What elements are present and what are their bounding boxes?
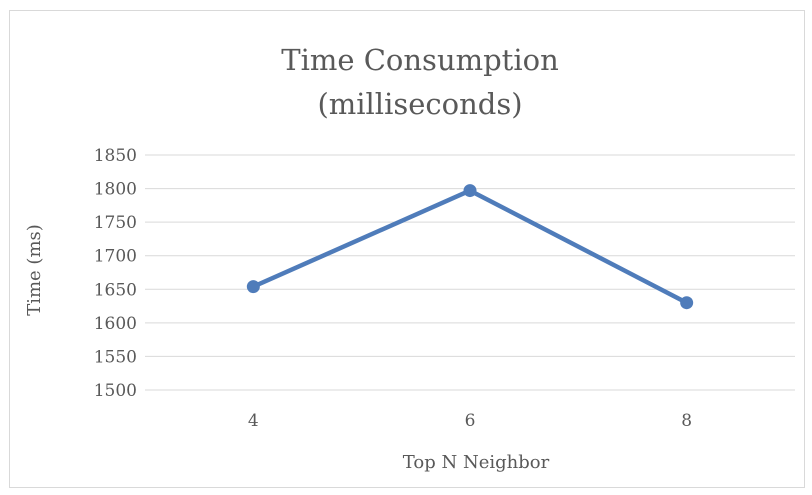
- y-axis-title: Time (ms): [24, 224, 45, 316]
- x-tick-label: 4: [248, 411, 259, 431]
- y-axis-ticks: 1500 1550 1600 1650 1700 1750 1800 1850: [94, 146, 137, 401]
- y-tick-label: 1850: [94, 146, 137, 166]
- chart-subtitle: (milliseconds): [317, 87, 522, 121]
- data-point: [246, 280, 260, 294]
- x-tick-label: 6: [465, 411, 476, 431]
- series-line: [251, 188, 689, 305]
- x-axis-title: Top N Neighbor: [403, 452, 550, 473]
- y-tick-label: 1500: [94, 381, 137, 401]
- x-axis-ticks: 4 6 8: [248, 411, 692, 431]
- data-point: [463, 184, 477, 198]
- gridlines: [145, 154, 795, 391]
- chart-area: [9, 10, 805, 488]
- y-tick-label: 1650: [94, 280, 137, 300]
- y-tick-label: 1750: [94, 213, 137, 233]
- data-point: [680, 296, 694, 310]
- series-layer: [246, 184, 694, 310]
- y-tick-label: 1550: [94, 347, 137, 367]
- x-tick-label: 8: [681, 411, 692, 431]
- y-tick-label: 1700: [94, 247, 137, 267]
- y-tick-label: 1600: [94, 314, 137, 334]
- chart-title: Time Consumption: [281, 43, 559, 77]
- y-tick-label: 1800: [94, 180, 137, 200]
